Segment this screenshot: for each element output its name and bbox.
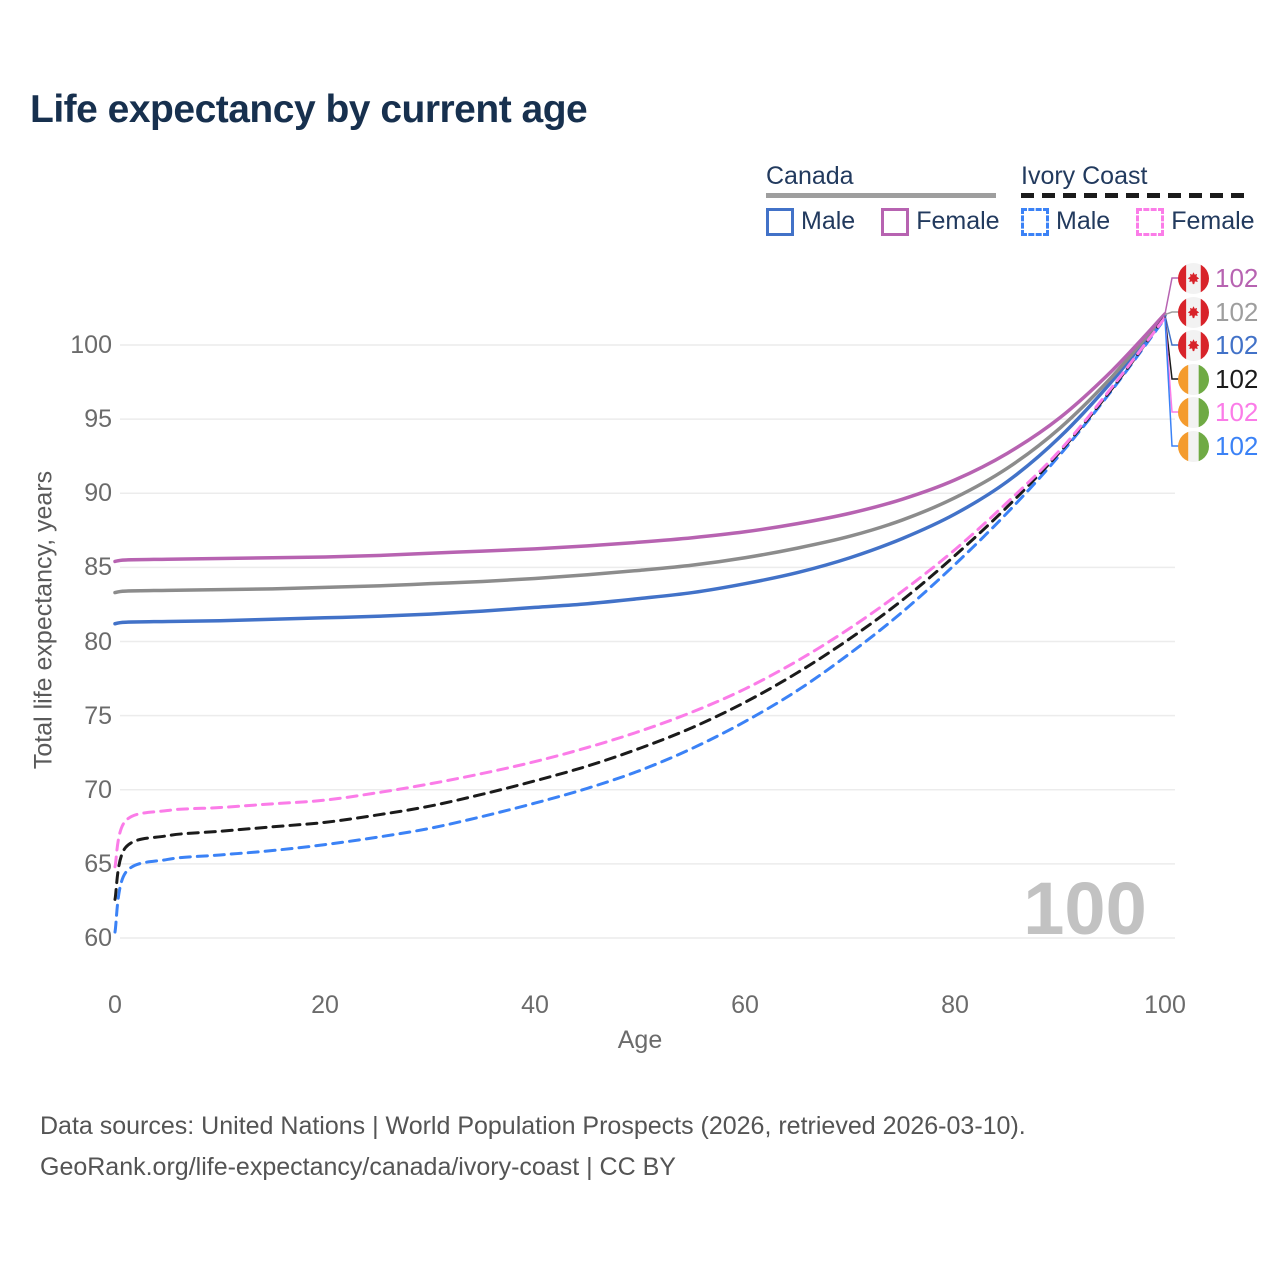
legend-item-label: Male: [801, 207, 856, 235]
y-tick-label: 85: [84, 553, 112, 582]
legend-header-ivory-coast: Ivory Coast: [1021, 162, 1148, 190]
end-label-ivory-male: 102: [1178, 430, 1258, 462]
footer: Data sources: United Nations | World Pop…: [40, 1106, 1026, 1188]
y-tick-label: 75: [84, 701, 112, 730]
x-tick-label: 60: [731, 991, 759, 1019]
end-value: 102: [1215, 329, 1259, 360]
canada-flag-icon: [1178, 329, 1209, 361]
y-tick-label: 95: [84, 405, 112, 434]
x-tick-label: 20: [311, 991, 339, 1019]
legend-header-canada: Canada: [766, 162, 854, 190]
legend-item-ivory-male[interactable]: Male: [1021, 207, 1110, 236]
page-title: Life expectancy by current age: [30, 88, 588, 131]
ivory-female-swatch-icon: [1136, 207, 1165, 236]
age-watermark: 100: [1023, 867, 1147, 950]
x-tick-label: 100: [1144, 991, 1186, 1019]
end-value: 102: [1215, 262, 1259, 293]
ivory-coast-flag-icon: [1178, 363, 1209, 395]
footer-attribution-line: GeoRank.org/life-expectancy/canada/ivory…: [40, 1153, 676, 1181]
legend-group-canada: Canada Male Female: [766, 162, 1000, 236]
legend-line-style-ivory-coast: [1021, 193, 1251, 198]
ivory-coast-flag-icon: [1178, 396, 1209, 428]
end-value: 102: [1215, 296, 1259, 327]
ivory-coast-flag-icon: [1178, 430, 1209, 462]
y-tick-label: 80: [84, 627, 112, 656]
end-value: 102: [1215, 363, 1259, 394]
x-tick-label: 0: [108, 991, 122, 1019]
canada-female-swatch-icon: [881, 207, 910, 236]
end-value: 102: [1215, 396, 1259, 427]
end-label-canada-male: 102: [1178, 329, 1258, 361]
x-tick-label: 40: [521, 991, 549, 1019]
x-tick-label: 80: [941, 991, 969, 1019]
y-tick-label: 60: [84, 924, 112, 952]
legend-item-canada-male[interactable]: Male: [766, 207, 855, 236]
end-label-canada-both: 102: [1178, 296, 1258, 328]
ivory-male-swatch-icon: [1021, 207, 1049, 236]
x-axis-title: Age: [617, 1026, 663, 1054]
y-tick-label: 65: [84, 849, 112, 878]
legend-item-label: Female: [1171, 207, 1255, 235]
legend-line-style-canada: [766, 193, 996, 198]
canada-male-swatch-icon: [766, 207, 794, 236]
legend-item-ivory-female[interactable]: Female: [1136, 207, 1255, 236]
y-tick-label: 70: [84, 775, 112, 804]
end-label-ivory-both: 102: [1178, 363, 1258, 395]
end-value: 102: [1215, 430, 1259, 461]
legend-item-canada-female[interactable]: Female: [881, 207, 1000, 236]
canada-flag-icon: [1178, 262, 1209, 294]
end-label-ivory-female: 102: [1178, 396, 1258, 428]
y-tick-label: 90: [84, 479, 112, 508]
legend-group-ivory-coast: Ivory Coast Male Female: [1021, 162, 1255, 236]
footer-sources-line: Data sources: United Nations | World Pop…: [40, 1112, 1026, 1140]
legend-item-label: Male: [1056, 207, 1111, 235]
y-tick-label: 100: [70, 331, 112, 359]
legend-item-label: Female: [916, 207, 1000, 235]
canada-flag-icon: [1178, 296, 1209, 328]
end-label-canada-female: 102: [1178, 262, 1258, 294]
